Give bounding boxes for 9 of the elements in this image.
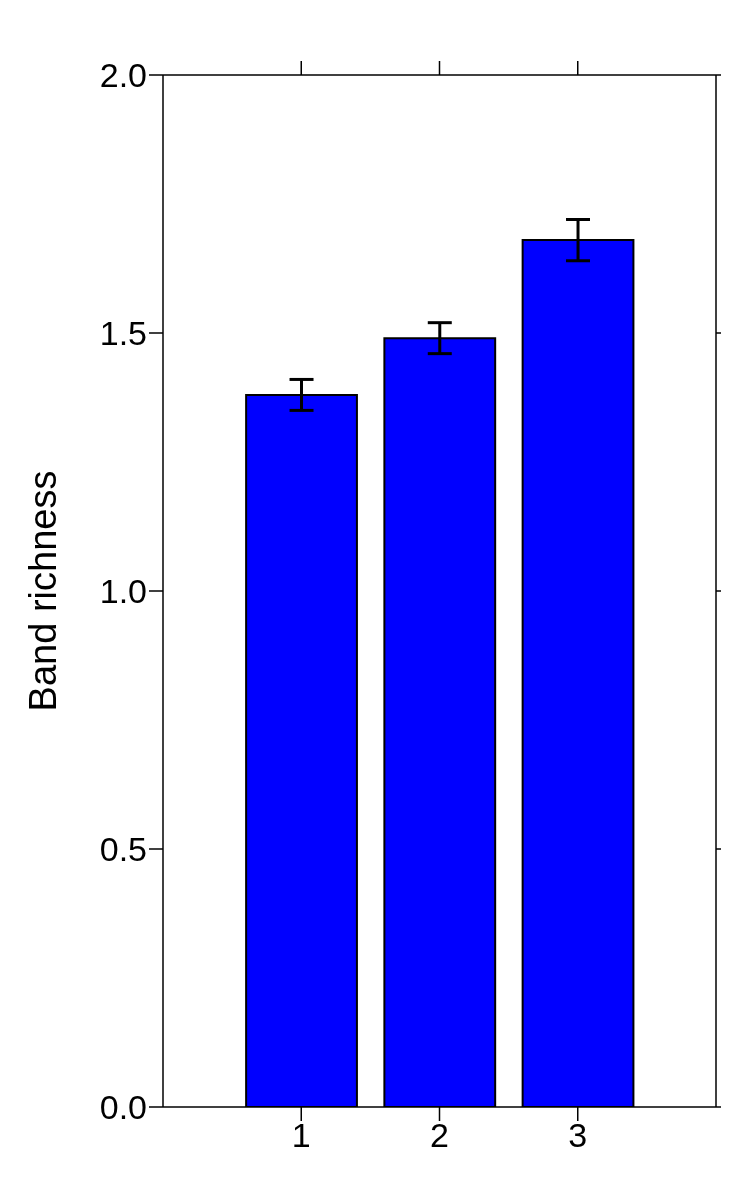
y-tick-label: 0.0 (99, 1088, 147, 1127)
y-tick-label: 1.0 (99, 572, 147, 611)
y-tick-label: 1.5 (99, 314, 147, 353)
x-tick-label: 1 (291, 1116, 311, 1155)
y-axis-title: Band richness (22, 470, 65, 712)
x-tick-label: 3 (568, 1116, 588, 1155)
y-tick-label: 2.0 (99, 56, 147, 95)
x-tick-label: 2 (430, 1116, 449, 1155)
y-tick-label: 0.5 (99, 830, 147, 869)
